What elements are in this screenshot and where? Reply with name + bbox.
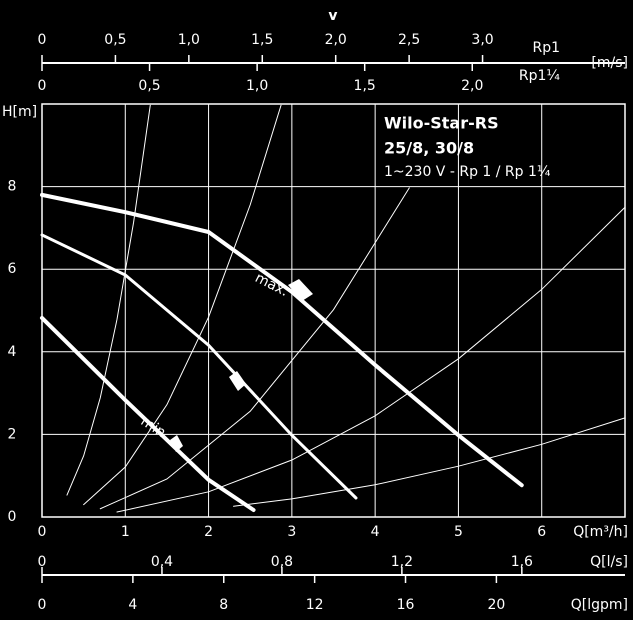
- x-tick-label: 1: [121, 524, 130, 540]
- tick-label: 0: [38, 597, 47, 613]
- axis-label: Rp1¼: [519, 68, 561, 84]
- axis-label: Q[lgpm]: [571, 597, 628, 613]
- curve: [116, 206, 626, 513]
- tick-label: 3,0: [471, 32, 493, 48]
- y-tick-label: 6: [8, 261, 17, 277]
- setting-marker: [229, 371, 246, 391]
- curve: [40, 315, 256, 512]
- tick-label: 12: [306, 597, 324, 613]
- x-tick-label: 0: [38, 524, 47, 540]
- chart-note: 1~230 V - Rp 1 / Rp 1¼: [384, 164, 551, 180]
- tick-label: 0,5: [104, 32, 126, 48]
- tick-label: 1,5: [354, 78, 376, 94]
- axis-title: v: [328, 8, 337, 24]
- tick-label: 2,0: [461, 78, 483, 94]
- x-tick-label: 3: [287, 524, 296, 540]
- y-tick-label: 4: [8, 344, 17, 360]
- x-axis-label: Q[m³/h]: [573, 524, 628, 540]
- tick-label: 0,4: [151, 554, 173, 570]
- tick-label: 2,0: [325, 32, 347, 48]
- x-tick-label: 4: [371, 524, 380, 540]
- tick-label: 0,8: [271, 554, 293, 570]
- tick-label: 8: [219, 597, 228, 613]
- x-tick-label: 6: [537, 524, 546, 540]
- setting-marker: [288, 279, 313, 301]
- tick-label: 0,5: [138, 78, 160, 94]
- y-tick-label: 2: [8, 426, 17, 442]
- x-tick-label: 2: [204, 524, 213, 540]
- tick-label: 2,5: [398, 32, 420, 48]
- tick-label: 20: [487, 597, 505, 613]
- tick-label: 1,5: [251, 32, 273, 48]
- y-tick-label: 8: [8, 179, 17, 195]
- tick-label: 1,6: [511, 554, 533, 570]
- tick-label: 1,0: [246, 78, 268, 94]
- tick-label: 1,0: [178, 32, 200, 48]
- tick-label: 1,2: [391, 554, 413, 570]
- y-tick-label: 0: [8, 509, 17, 525]
- tick-label: 0: [38, 32, 47, 48]
- axis-label: Q[l/s]: [590, 554, 628, 570]
- x-tick-label: 5: [454, 524, 463, 540]
- chart-subtitle: 25/8, 30/8: [384, 139, 474, 158]
- curve: [40, 192, 524, 488]
- axis-unit: [m/s]: [591, 55, 628, 71]
- tick-label: 4: [128, 597, 137, 613]
- setting-marker: [170, 435, 183, 452]
- axis-label: Rp1: [532, 40, 560, 56]
- curve: [83, 104, 282, 506]
- tick-label: 0: [38, 554, 47, 570]
- chart-title: Wilo-Star-RS: [384, 114, 499, 133]
- curve: [99, 187, 410, 510]
- y-axis-label: H[m]: [2, 104, 37, 120]
- tick-label: 0: [38, 78, 47, 94]
- tick-label: 16: [397, 597, 415, 613]
- curve: [233, 417, 626, 507]
- curve: [40, 233, 358, 500]
- curve: [66, 104, 151, 496]
